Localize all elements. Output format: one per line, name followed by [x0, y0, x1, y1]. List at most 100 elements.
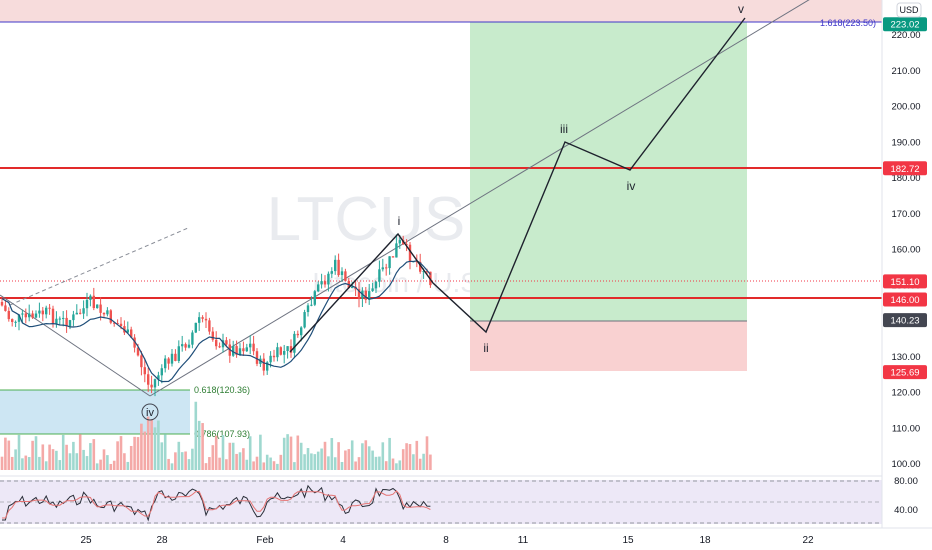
candle-body: [0, 302, 4, 306]
volume-bar: [415, 440, 419, 470]
volume-bar: [89, 443, 92, 470]
candle-body: [225, 340, 228, 345]
candle-body: [419, 261, 422, 272]
candle-body: [283, 350, 286, 355]
candle-body: [89, 295, 92, 300]
volume-bar: [133, 436, 136, 470]
wave-label-iii: iii: [560, 122, 568, 136]
volume-bar: [48, 444, 51, 470]
volume-bar: [367, 446, 371, 470]
volume-bar: [310, 453, 313, 470]
trend-line[interactable]: [149, 0, 812, 397]
volume-bar: [252, 461, 255, 470]
candle-body: [11, 319, 14, 322]
candle-body: [235, 346, 238, 355]
price-tick-label: 120.00: [891, 388, 920, 399]
candle-body: [269, 355, 272, 363]
volume-bar: [248, 436, 252, 470]
volume-bar: [14, 449, 17, 470]
volume-bar: [357, 457, 361, 470]
candle-body: [232, 346, 235, 356]
volume-bar: [320, 448, 323, 470]
candle-body: [21, 313, 24, 315]
price-tick-label: 130.00: [891, 352, 920, 363]
volume-bar: [214, 435, 218, 470]
price-tick-label: 200.00: [891, 102, 920, 113]
volume-bar: [303, 454, 306, 470]
time-tick-label: 11: [518, 535, 529, 546]
currency-badge[interactable]: USD: [899, 5, 919, 15]
candle-body: [255, 351, 259, 364]
volume-bar: [123, 453, 126, 470]
time-axis[interactable]: 25 28 Feb 4 8 11 15 18 22: [80, 535, 814, 546]
candle-body: [126, 329, 129, 333]
volume-bar: [167, 458, 170, 470]
volume-bar: [27, 457, 31, 470]
loss-zone[interactable]: [470, 321, 747, 371]
wave-label-ii: ii: [483, 341, 488, 355]
volume-bar: [102, 449, 106, 470]
candle-body: [378, 269, 381, 282]
volume-bar: [378, 456, 381, 470]
trend-line-dashed[interactable]: [9, 227, 189, 306]
volume-bar: [218, 457, 221, 470]
volume-bar: [17, 434, 21, 470]
currency-badge-box[interactable]: [896, 2, 922, 18]
candle-body: [99, 304, 102, 313]
volume-bar: [401, 449, 405, 470]
time-tick-label: 4: [340, 535, 346, 546]
volume-bar: [163, 434, 167, 470]
candle-body: [310, 304, 313, 306]
candle-body: [24, 313, 27, 318]
volume-bar: [157, 420, 160, 470]
time-tick-label: 28: [156, 535, 168, 546]
candle-body: [388, 256, 391, 269]
price-tag-box: [883, 161, 927, 176]
candle-body: [72, 314, 75, 321]
price-axis[interactable]: 100.00110.00120.00130.00140.00150.00160.…: [891, 30, 920, 470]
candle-body: [368, 291, 371, 300]
candle-body: [174, 353, 177, 361]
candle-body: [140, 355, 143, 368]
volume-bar: [116, 441, 119, 470]
volume-bar: [340, 461, 344, 470]
candle-body: [79, 312, 82, 314]
candle-body: [364, 290, 367, 300]
candle-body: [385, 267, 388, 269]
volume-bar: [384, 461, 388, 470]
volume-bar: [425, 436, 429, 470]
volume-bar: [72, 441, 75, 470]
volume-bar: [170, 463, 174, 470]
volume-bar: [187, 459, 191, 470]
candle-body: [4, 305, 7, 311]
volume-bar: [146, 416, 150, 470]
candle-body: [293, 333, 296, 353]
volume-bar: [34, 436, 38, 470]
volume-bar: [347, 449, 351, 470]
volume-bar: [85, 456, 89, 470]
candle-body: [119, 323, 123, 327]
candle-body: [303, 312, 306, 328]
candle-body: [330, 271, 333, 274]
candlesticks[interactable]: [0, 234, 432, 397]
candle-body: [177, 346, 180, 361]
volume-bar: [136, 437, 140, 470]
volume-bar: [61, 434, 65, 470]
wave-label-v: v: [738, 2, 744, 16]
price-tag-box: [883, 365, 927, 380]
candle-body: [279, 347, 282, 355]
volume-bar: [41, 444, 45, 470]
profit-zone[interactable]: [470, 22, 747, 321]
volume-bar: [31, 440, 34, 470]
volume-bar: [174, 452, 177, 470]
price-tag-label: 125.69: [890, 368, 919, 379]
price-tick-label: 100.00: [891, 459, 920, 470]
volume-bar: [265, 454, 269, 470]
candle-body: [344, 271, 347, 281]
candle-body: [51, 308, 55, 324]
volume-bar: [191, 448, 194, 470]
wave-projection[interactable]: [289, 17, 746, 353]
wave-circle-iv: [141, 403, 159, 421]
candle-body: [34, 313, 38, 318]
